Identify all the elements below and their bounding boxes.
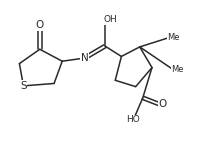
Text: OH: OH xyxy=(103,15,117,24)
Text: O: O xyxy=(36,21,44,30)
Text: Me: Me xyxy=(167,33,180,42)
Text: S: S xyxy=(20,81,27,91)
Text: HO: HO xyxy=(126,115,140,124)
Text: Me: Me xyxy=(171,66,184,74)
Text: O: O xyxy=(159,99,167,109)
Text: N: N xyxy=(81,53,89,63)
